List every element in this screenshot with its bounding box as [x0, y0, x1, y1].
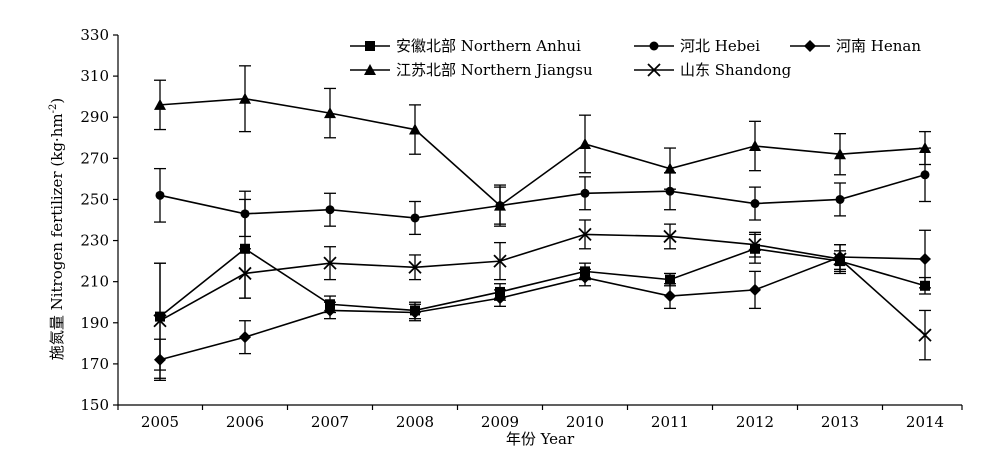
x-tick-label: 2008: [396, 413, 434, 431]
data-point: [580, 188, 590, 198]
data-point: [919, 253, 931, 266]
legend-label: 江苏北部 Northern Jiangsu: [396, 61, 593, 79]
data-point: [153, 314, 167, 328]
series-line: [159, 174, 926, 219]
x-tick-label: 2010: [566, 413, 604, 431]
legend-entry: 河南 Henan: [790, 37, 921, 55]
x-axis-title: 年份 Year: [506, 430, 575, 448]
data-point: [748, 238, 762, 252]
legend-marker: [804, 40, 816, 52]
legend-marker: [649, 41, 659, 51]
data-point: [918, 328, 932, 342]
legend-label: 河南 Henan: [836, 37, 921, 55]
x-tick-label: 2007: [311, 413, 349, 431]
data-point: [239, 92, 251, 104]
x-tick-label: 2013: [821, 413, 859, 431]
series-line: [159, 97, 926, 207]
y-tick-label: 170: [80, 355, 109, 373]
legend-marker: [647, 63, 661, 77]
data-point: [750, 199, 760, 209]
y-tick-label: 150: [80, 396, 109, 414]
data-point: [749, 283, 761, 296]
legend-entry: 安徽北部 Northern Anhui: [350, 37, 581, 55]
data-point: [920, 170, 930, 180]
data-point: [324, 304, 336, 317]
data-point: [749, 140, 761, 151]
y-axis-title: 施氮量 Nitrogen fertilizer (kg·hm-2): [48, 98, 66, 360]
x-tick-label: 2009: [481, 413, 519, 431]
data-point: [579, 271, 591, 284]
y-tick-label: 210: [80, 273, 109, 291]
data-point: [155, 190, 165, 200]
series-circle: [154, 147, 931, 238]
series-x: [153, 219, 932, 379]
series-triangle: [154, 65, 931, 227]
data-point: [664, 162, 676, 174]
axes: 150 170 190 210 230 250 270 290 310 330 2005 2006 20…: [80, 26, 963, 431]
data-point: [494, 199, 506, 211]
y-tick-label: 190: [80, 314, 109, 332]
legend-label: 安徽北部 Northern Anhui: [396, 37, 581, 55]
series-line: [159, 256, 926, 361]
data-point: [664, 290, 676, 303]
x-tick-label: 2005: [141, 413, 179, 431]
data-point: [239, 331, 251, 344]
data-point: [833, 252, 847, 266]
y-tick-label: 270: [80, 149, 109, 167]
data-point: [579, 137, 591, 149]
data-point: [919, 142, 931, 154]
data-point: [409, 123, 421, 135]
data-point: [578, 227, 592, 242]
series-line: [159, 233, 926, 336]
data-point: [238, 266, 252, 281]
data-point: [325, 205, 335, 215]
y-tick-label: 330: [80, 26, 109, 44]
x-tick-label: 2014: [906, 413, 944, 431]
data-point: [408, 260, 422, 274]
data-point: [665, 274, 675, 285]
data-point: [323, 256, 337, 270]
legend-entry: 河北 Hebei: [634, 37, 760, 55]
data-point: [494, 292, 506, 305]
y-tick-label: 230: [80, 232, 109, 250]
data-point: [154, 98, 166, 110]
series-layer: [153, 65, 932, 381]
legend-entry: 山东 Shandong: [634, 61, 792, 79]
legend-entry: 江苏北部 Northern Jiangsu: [350, 61, 593, 79]
y-tick-label: 310: [80, 67, 109, 85]
data-point: [324, 107, 336, 119]
y-axis-title-main: 施氮量 Nitrogen fertilizer (kg·hm: [48, 113, 66, 360]
legend-marker: [364, 64, 376, 75]
series-line: [159, 247, 926, 318]
data-point: [240, 209, 250, 219]
data-point: [493, 254, 507, 268]
series-diamond: [154, 229, 931, 381]
legend-label: 河北 Hebei: [680, 37, 760, 55]
data-point: [409, 306, 421, 319]
y-tick-label: 250: [80, 190, 109, 208]
legend-label: 山东 Shandong: [680, 61, 792, 79]
data-point: [663, 229, 677, 244]
legend: 安徽北部 Northern Anhui 河北 Hebei 河南 Henan 江苏北部 …: [350, 37, 921, 79]
series-square: [154, 198, 931, 371]
x-tick-label: 2006: [226, 413, 264, 431]
data-point: [835, 194, 845, 204]
y-axis-title-end: ): [48, 98, 66, 104]
x-tick-label: 2011: [651, 413, 689, 431]
data-point: [834, 148, 846, 160]
y-tick-label: 290: [80, 108, 109, 126]
legend-marker: [365, 41, 375, 51]
data-point: [410, 213, 420, 223]
x-tick-label: 2012: [736, 413, 774, 431]
y-axis-title-superscript: -2: [48, 104, 59, 114]
